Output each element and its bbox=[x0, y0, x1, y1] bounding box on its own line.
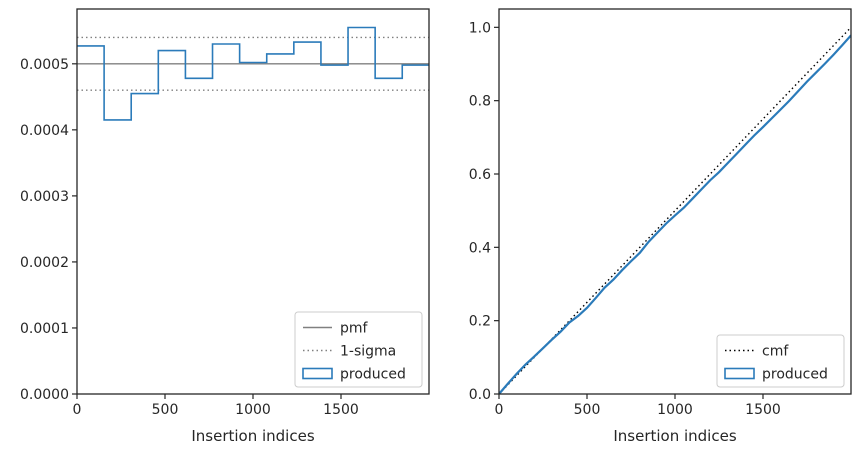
cmf-panel: 0 500 1000 1500 0.0 0.2 0.4 0.6 0.8 1.0 Insertion … bbox=[469, 8, 852, 445]
x-tick-label: 1000 bbox=[235, 402, 271, 418]
x-axis-label: Insertion indices bbox=[191, 427, 314, 445]
legend-swatch-produced bbox=[302, 367, 333, 380]
y-tick-label: 0.0002 bbox=[20, 255, 69, 271]
y-tick-label: 0.0001 bbox=[20, 321, 69, 337]
x-axis-label: Insertion indices bbox=[613, 427, 736, 445]
y-tick-label: 0.4 bbox=[469, 240, 491, 256]
y-tick-label: 0.0003 bbox=[20, 189, 69, 205]
x-tick-label: 1500 bbox=[745, 402, 781, 418]
produced-histogram-step-line bbox=[77, 26, 429, 121]
y-tick-label: 0.0005 bbox=[20, 57, 69, 73]
y-tick-label: 1.0 bbox=[469, 20, 491, 36]
legend-label-produced: produced bbox=[340, 367, 406, 383]
plot-area bbox=[77, 26, 429, 121]
y-tick-label: 0.8 bbox=[469, 94, 491, 110]
x-tick-label: 500 bbox=[574, 402, 601, 418]
y-tick-label: 0.0 bbox=[469, 387, 491, 403]
x-tick-label: 1500 bbox=[323, 402, 359, 418]
y-tick-label: 0.2 bbox=[469, 314, 491, 330]
legend-label-pmf: pmf bbox=[340, 321, 369, 337]
pmf-histogram-panel: 0 500 1000 1500 0.0000 0.0001 0.0002 0.0003 0.00… bbox=[20, 8, 430, 445]
y-tick-label: 0.6 bbox=[469, 167, 491, 183]
legend-label-produced: produced bbox=[762, 367, 828, 383]
legend-label-1-sigma: 1-sigma bbox=[340, 344, 396, 360]
legend-swatch-produced bbox=[724, 367, 755, 380]
x-tick-label: 0 bbox=[495, 402, 504, 418]
produced-line bbox=[499, 34, 851, 394]
legend-box bbox=[716, 334, 845, 388]
y-tick-label: 0.0004 bbox=[20, 123, 69, 139]
y-tick-label: 0.0000 bbox=[20, 387, 69, 403]
x-tick-label: 1000 bbox=[657, 402, 693, 418]
legend: cmf produced bbox=[716, 334, 845, 388]
plot-area bbox=[499, 26, 851, 394]
legend-label-cmf: cmf bbox=[762, 344, 789, 360]
cmf-line bbox=[499, 26, 851, 394]
legend: pmf 1-sigma produced bbox=[294, 311, 423, 388]
x-tick-label: 500 bbox=[152, 402, 179, 418]
x-tick-label: 0 bbox=[73, 402, 82, 418]
